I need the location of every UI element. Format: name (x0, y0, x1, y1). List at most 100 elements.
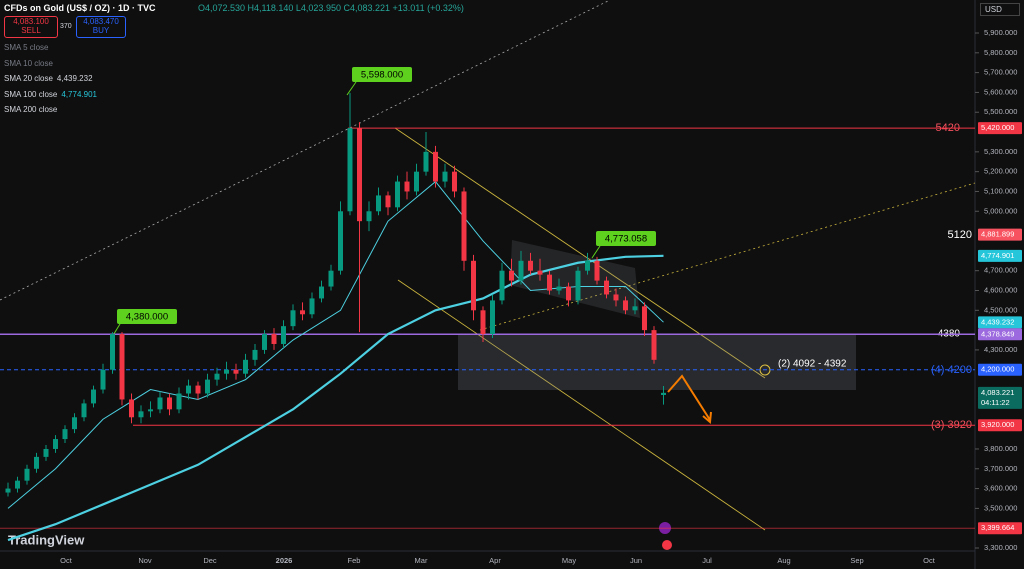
legend-item[interactable]: SMA 10 close (4, 59, 53, 68)
flag-box (510, 240, 640, 318)
y-tick-label: 4,700.000 (984, 266, 1017, 275)
candle-body (518, 260, 524, 281)
channel-line (394, 127, 766, 379)
callout-pointer (591, 245, 601, 259)
x-tick-label: Oct (923, 556, 936, 565)
price-tag-countdown: 04:11:22 (981, 398, 1010, 407)
candle-body (452, 171, 457, 192)
price-tag-label: 4,881.899 (981, 230, 1014, 239)
legend-item[interactable]: SMA 5 close (4, 43, 48, 52)
legend-name: SMA 100 close (4, 89, 58, 99)
callout-box (596, 231, 656, 246)
buy-price: 4,083.470 (83, 17, 119, 26)
sell-label: SELL (21, 26, 41, 35)
x-tick-label: May (562, 556, 576, 565)
price-tag (978, 122, 1022, 135)
candle-body (53, 439, 58, 449)
legend-item[interactable]: SMA 200 close (4, 105, 57, 114)
candle-body (157, 397, 163, 410)
candle-body (262, 334, 267, 350)
candle-body (195, 385, 201, 394)
candle-body (642, 306, 647, 331)
candle-body (148, 409, 153, 412)
forecast-arrow (667, 374, 711, 421)
candle-body (15, 480, 20, 489)
candle-body (338, 211, 343, 271)
candle-body (537, 270, 543, 275)
y-tick-label: 5,300.000 (984, 147, 1017, 156)
price-tag-label: 4,774.901 (981, 251, 1014, 260)
candle-body (328, 270, 334, 287)
candle-body (100, 369, 106, 390)
candle-body (167, 397, 172, 410)
symbol: CFDs on Gold (US$ / OZ) · 1D · TVC (4, 3, 156, 13)
candle-body (43, 448, 49, 457)
event-icon (662, 540, 672, 550)
candle-body (490, 300, 495, 335)
y-tick-label: 4,300.000 (984, 345, 1017, 354)
y-tick-label: 3,800.000 (984, 444, 1017, 453)
candle-body (357, 128, 362, 222)
sell-button[interactable]: 4,083.100 SELL (4, 16, 58, 38)
legend-item[interactable]: SMA 20 close 4,439.232 (4, 74, 93, 83)
level-label: 5120 (948, 229, 972, 241)
spread: 370 (60, 23, 72, 30)
callout-text: 4,773.058 (605, 234, 647, 245)
candle-body (24, 468, 30, 481)
price-tag-label: 3,399.664 (981, 523, 1014, 532)
candle-body (385, 195, 391, 208)
price-tag-label: 4,083.221 (981, 388, 1014, 397)
channel-line (397, 279, 766, 531)
buy-button[interactable]: 4,083.470 BUY (76, 16, 126, 38)
price-tag (978, 522, 1022, 535)
candle-body (594, 260, 600, 281)
candle-body (34, 456, 39, 469)
y-tick-label: 5,500.000 (984, 107, 1017, 116)
legend-item[interactable]: SMA 100 close 4,774.901 (4, 90, 97, 99)
candle-body (81, 403, 87, 418)
x-tick-label: Oct (60, 556, 73, 565)
candle-body (300, 310, 305, 315)
x-tick-label: Jun (630, 556, 642, 565)
y-tick-label: 3,600.000 (984, 484, 1017, 493)
buy-label: BUY (92, 26, 110, 35)
y-tick-label: 5,900.000 (984, 28, 1017, 37)
candle-body (651, 330, 657, 360)
price-tag (978, 249, 1022, 262)
callout-box (117, 309, 177, 324)
x-tick-label: Mar (415, 556, 428, 565)
currency[interactable]: USD (980, 3, 1020, 16)
legend-name: SMA 20 close (4, 74, 53, 83)
price-tag (978, 363, 1022, 376)
candle-body (661, 392, 666, 395)
candle-body (281, 326, 286, 344)
candle-body (623, 300, 628, 311)
trend-line (479, 182, 976, 331)
price-tag (978, 228, 1022, 241)
candle-body (509, 270, 514, 281)
y-tick-label: 5,800.000 (984, 48, 1017, 57)
x-tick-label: Nov (138, 556, 152, 565)
y-tick-label: 5,600.000 (984, 87, 1017, 96)
candle-body (604, 280, 609, 295)
candle-body (5, 488, 11, 493)
candle-body (319, 286, 324, 299)
legend-name: SMA 10 close (4, 58, 53, 68)
candle-body (72, 417, 77, 430)
candle-body (119, 334, 125, 400)
price-tag (978, 316, 1022, 329)
candle-body (243, 359, 248, 374)
callout-box (352, 67, 412, 82)
sell-price: 4,083.100 (13, 17, 49, 26)
candle-body (395, 181, 400, 208)
candle-body (271, 334, 277, 344)
candle-body (366, 211, 372, 222)
candle-body (632, 306, 638, 311)
zone-label: (2) 4092 - 4392 (778, 359, 847, 370)
zone-box (458, 334, 856, 390)
candle-body (91, 389, 96, 404)
candle-body (528, 260, 533, 271)
y-tick-label: 3,700.000 (984, 464, 1017, 473)
candle-body (138, 411, 144, 418)
